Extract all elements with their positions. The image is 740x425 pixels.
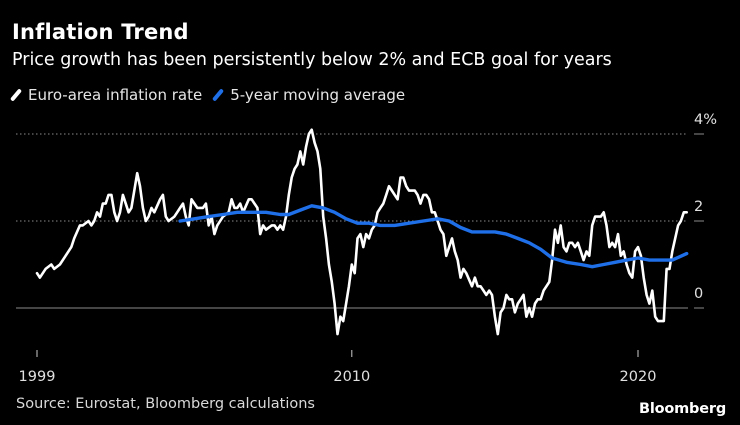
x-tick-label-1999: 1999 <box>19 369 56 385</box>
x-tick-label-2020: 2020 <box>620 369 657 385</box>
x-tick-label-2010: 2010 <box>333 369 370 385</box>
legend-label-moving-average: 5-year moving average <box>230 86 406 104</box>
series-line-inflation-rate <box>35 128 688 336</box>
y-tick-label-2: 2 <box>694 199 703 215</box>
chart-subtitle: Price growth has been persistently below… <box>12 50 612 70</box>
y-tick-label-0: 0 <box>694 286 703 302</box>
legend-item-moving-average: 5-year moving average <box>212 86 406 104</box>
legend-label-inflation: Euro-area inflation rate <box>28 86 203 104</box>
series-line-moving-average <box>178 204 689 269</box>
y-tick-label-4: 4% <box>694 112 717 128</box>
legend: Euro-area inflation rate 5-year moving a… <box>9 86 419 104</box>
legend-item-inflation: Euro-area inflation rate <box>9 86 203 104</box>
chart-title: Inflation Trend <box>12 20 189 44</box>
source-note: Source: Eurostat, Bloomberg calculations <box>16 396 315 412</box>
bloomberg-logo: Bloomberg <box>639 401 726 417</box>
